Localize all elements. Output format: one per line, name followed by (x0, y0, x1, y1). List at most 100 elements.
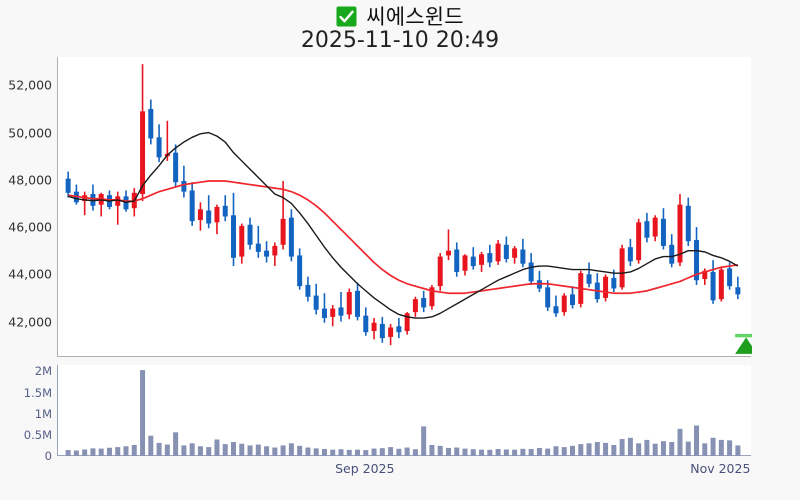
candle (503, 236, 509, 263)
volume-bar (578, 444, 584, 456)
volume-bar (82, 449, 88, 456)
price-axis-tick: 46,000 (8, 219, 52, 235)
volume-axis-labels: 2M 1.5M 1M 0.5M 0 (0, 0, 52, 500)
candle (288, 209, 294, 262)
candle-body (694, 240, 700, 281)
candle-body (462, 255, 468, 271)
candle (553, 295, 559, 317)
candle-body (652, 217, 658, 237)
candle (603, 274, 609, 302)
candle (528, 253, 534, 285)
green-check-icon (336, 6, 357, 27)
candle-body (570, 294, 575, 306)
candle (272, 242, 278, 267)
volume-bar (140, 370, 146, 456)
price-chart-panel[interactable] (57, 57, 752, 357)
candle-body (528, 262, 534, 282)
candle-body (636, 222, 642, 261)
candle-body (669, 244, 675, 264)
volume-bar (561, 447, 567, 456)
candle-body (702, 270, 708, 280)
volume-bar (206, 447, 212, 456)
candle (404, 312, 410, 335)
candle-body (231, 215, 236, 258)
volume-bar (305, 447, 311, 456)
candle (321, 293, 327, 323)
volume-bar (702, 443, 708, 456)
candle-body (627, 247, 633, 262)
price-axis-tick: 52,000 (8, 77, 52, 93)
candle (181, 165, 187, 198)
candle (371, 318, 377, 340)
volume-bar (421, 426, 427, 456)
candle (512, 245, 518, 264)
volume-axis-tick: 2M (34, 364, 52, 379)
candle-body (330, 308, 336, 317)
candle (173, 144, 179, 187)
volume-bar (173, 432, 179, 456)
volume-bar (313, 448, 319, 456)
x-axis-tick: Sep 2025 (335, 461, 395, 476)
candle (131, 188, 137, 217)
volume-bar (660, 441, 666, 456)
candle (65, 171, 71, 198)
candle-body (421, 297, 427, 308)
buy-signal-marker[interactable] (735, 333, 752, 354)
volume-bar (669, 442, 675, 456)
candle (479, 251, 485, 272)
volume-bar (115, 447, 121, 456)
candle (90, 184, 96, 211)
candle-body (272, 245, 278, 256)
volume-bar (586, 443, 592, 456)
volume-bar (321, 449, 327, 456)
candle (594, 273, 600, 303)
candle-body (363, 315, 369, 333)
volume-bar (727, 440, 733, 456)
candle-body (321, 308, 327, 319)
candle-body (429, 287, 435, 307)
candle-body (412, 299, 418, 313)
volume-bar (280, 445, 286, 456)
candle (222, 195, 228, 222)
ma-short-line (67, 131, 739, 319)
signal-bar (735, 333, 752, 338)
candle-body (553, 306, 559, 314)
volume-bar (545, 448, 551, 456)
page-title: 씨에스윈드 (366, 5, 464, 29)
volume-chart-panel[interactable] (57, 365, 751, 456)
candle (636, 218, 642, 264)
volume-bar (388, 447, 394, 456)
candle (156, 124, 162, 163)
candle (305, 276, 311, 302)
volume-bar (363, 450, 369, 456)
volume-bar (156, 442, 162, 456)
price-plot (65, 64, 752, 354)
candle (445, 229, 451, 261)
candle (470, 247, 476, 270)
volume-bar (429, 445, 435, 456)
candle-body (404, 313, 410, 332)
candle (330, 305, 336, 327)
candle-body (660, 218, 666, 246)
volume-bar (603, 442, 609, 456)
candle (148, 99, 154, 145)
candle-body (247, 224, 253, 245)
candle (247, 217, 253, 250)
candle-body (545, 287, 551, 308)
volume-bar (355, 449, 361, 456)
candle (487, 244, 493, 268)
volume-bar (611, 445, 617, 456)
volume-bar (288, 443, 294, 456)
signal-triangle (735, 337, 752, 354)
volume-bar (123, 446, 129, 456)
candle-body (371, 322, 377, 332)
candle (619, 244, 625, 290)
candle (454, 242, 460, 277)
volume-axis-tick: 1M (34, 406, 52, 421)
volume-bar (181, 445, 187, 456)
volume-bar (338, 449, 344, 456)
candle-body (503, 244, 509, 259)
candle-body (512, 248, 518, 258)
candle (346, 288, 352, 320)
candle-body (288, 217, 294, 257)
